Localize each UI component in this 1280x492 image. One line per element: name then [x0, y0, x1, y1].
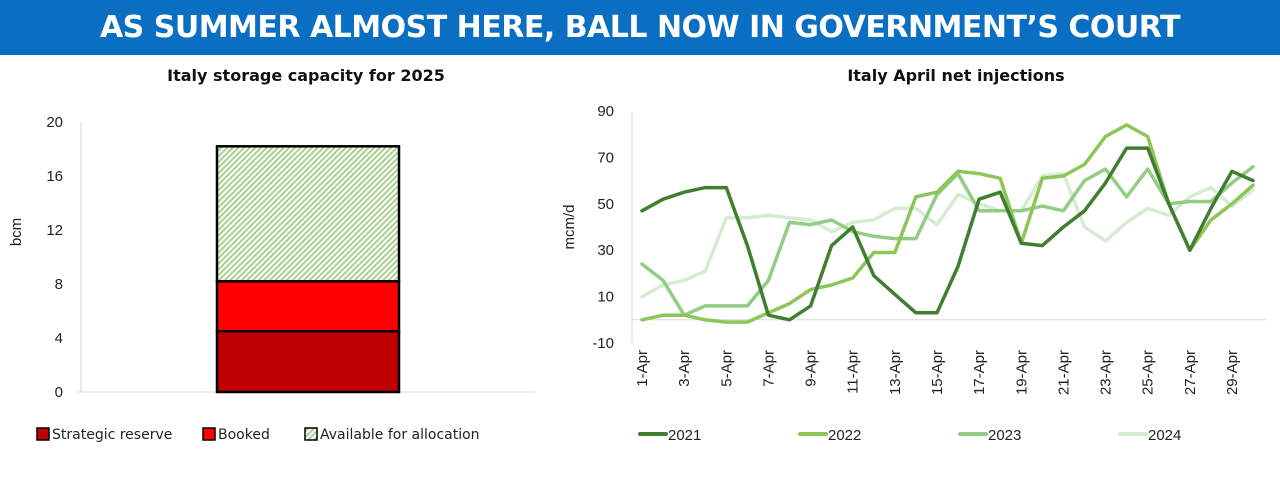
- y-tick-label: 0: [55, 384, 63, 401]
- y-tick-label: 12: [46, 222, 63, 239]
- storage-capacity-chart: 0 4 8 12 16 20 bcm Strategic reserve Booked A…: [8, 114, 535, 443]
- title-banner: AS SUMMER ALMOST HERE, BALL NOW IN GOVER…: [0, 0, 1280, 55]
- x-tick-label: 11-Apr: [845, 350, 862, 394]
- storage-legend: Strategic reserve Booked Available for a…: [36, 427, 480, 443]
- x-tick-label: 15-Apr: [929, 350, 946, 395]
- storage-chart-title: Italy storage capacity for 2025: [167, 66, 445, 85]
- x-tick-label: 19-Apr: [1013, 350, 1030, 395]
- x-tick-label: 3-Apr: [676, 350, 693, 387]
- legend-label-2021: 2021: [668, 427, 701, 444]
- legend-swatch-booked: [202, 427, 216, 441]
- legend-label-strategic-reserve: Strategic reserve: [52, 427, 172, 443]
- y-tick-label: 4: [55, 330, 63, 347]
- x-tick-label: 29-Apr: [1224, 350, 1241, 395]
- x-tick-label: 9-Apr: [803, 350, 820, 387]
- bar-segment-available: [215, 145, 401, 283]
- legend-label-2023: 2023: [988, 427, 1021, 444]
- y-axis-label: mcm/d: [561, 205, 578, 250]
- legend-swatch-strategic-reserve: [36, 427, 50, 441]
- x-tick-label: 13-Apr: [887, 350, 904, 395]
- injections-chart-title: Italy April net injections: [847, 66, 1065, 85]
- legend-swatch-available: [304, 427, 318, 441]
- series-line-2024: [640, 171, 1255, 299]
- x-tick-label: 21-Apr: [1055, 350, 1072, 395]
- y-tick-label: 16: [46, 168, 63, 185]
- y-tick-label: 70: [597, 149, 614, 166]
- x-tick-label: 27-Apr: [1182, 350, 1199, 395]
- banner-title: AS SUMMER ALMOST HERE, BALL NOW IN GOVER…: [99, 10, 1181, 45]
- series-line-2022: [640, 123, 1255, 324]
- y-tick-label: 10: [597, 289, 614, 306]
- y-axis-label: bcm: [8, 218, 25, 246]
- bar-segment-booked: [215, 280, 401, 333]
- bar-segment-strategic-reserve: [215, 330, 401, 394]
- legend-label-2022: 2022: [828, 427, 861, 444]
- y-tick-label: 8: [55, 276, 63, 293]
- legend-label-booked: Booked: [218, 427, 270, 443]
- y-tick-label: 20: [46, 114, 63, 131]
- x-tick-label: 5-Apr: [718, 350, 735, 387]
- y-tick-label: -10: [592, 335, 614, 352]
- legend-label-2024: 2024: [1148, 427, 1181, 444]
- x-tick-label: 23-Apr: [1098, 350, 1115, 395]
- series-line-2021: [640, 146, 1255, 322]
- x-tick-label: 1-Apr: [634, 350, 651, 387]
- net-injections-chart: -10 10 30 50 70 90 mcm/d 1-Apr 3-Apr 5-Apr 7-Apr…: [561, 103, 1266, 444]
- y-tick-label: 90: [597, 103, 614, 120]
- legend-label-available: Available for allocation: [320, 427, 480, 443]
- x-tick-label: 25-Apr: [1140, 350, 1157, 395]
- y-tick-label: 30: [597, 242, 614, 259]
- x-tick-label: 17-Apr: [971, 350, 988, 395]
- y-tick-label: 50: [597, 196, 614, 213]
- injections-legend: 2021 2022 2023 2024: [638, 427, 1181, 444]
- x-tick-label: 7-Apr: [760, 350, 777, 387]
